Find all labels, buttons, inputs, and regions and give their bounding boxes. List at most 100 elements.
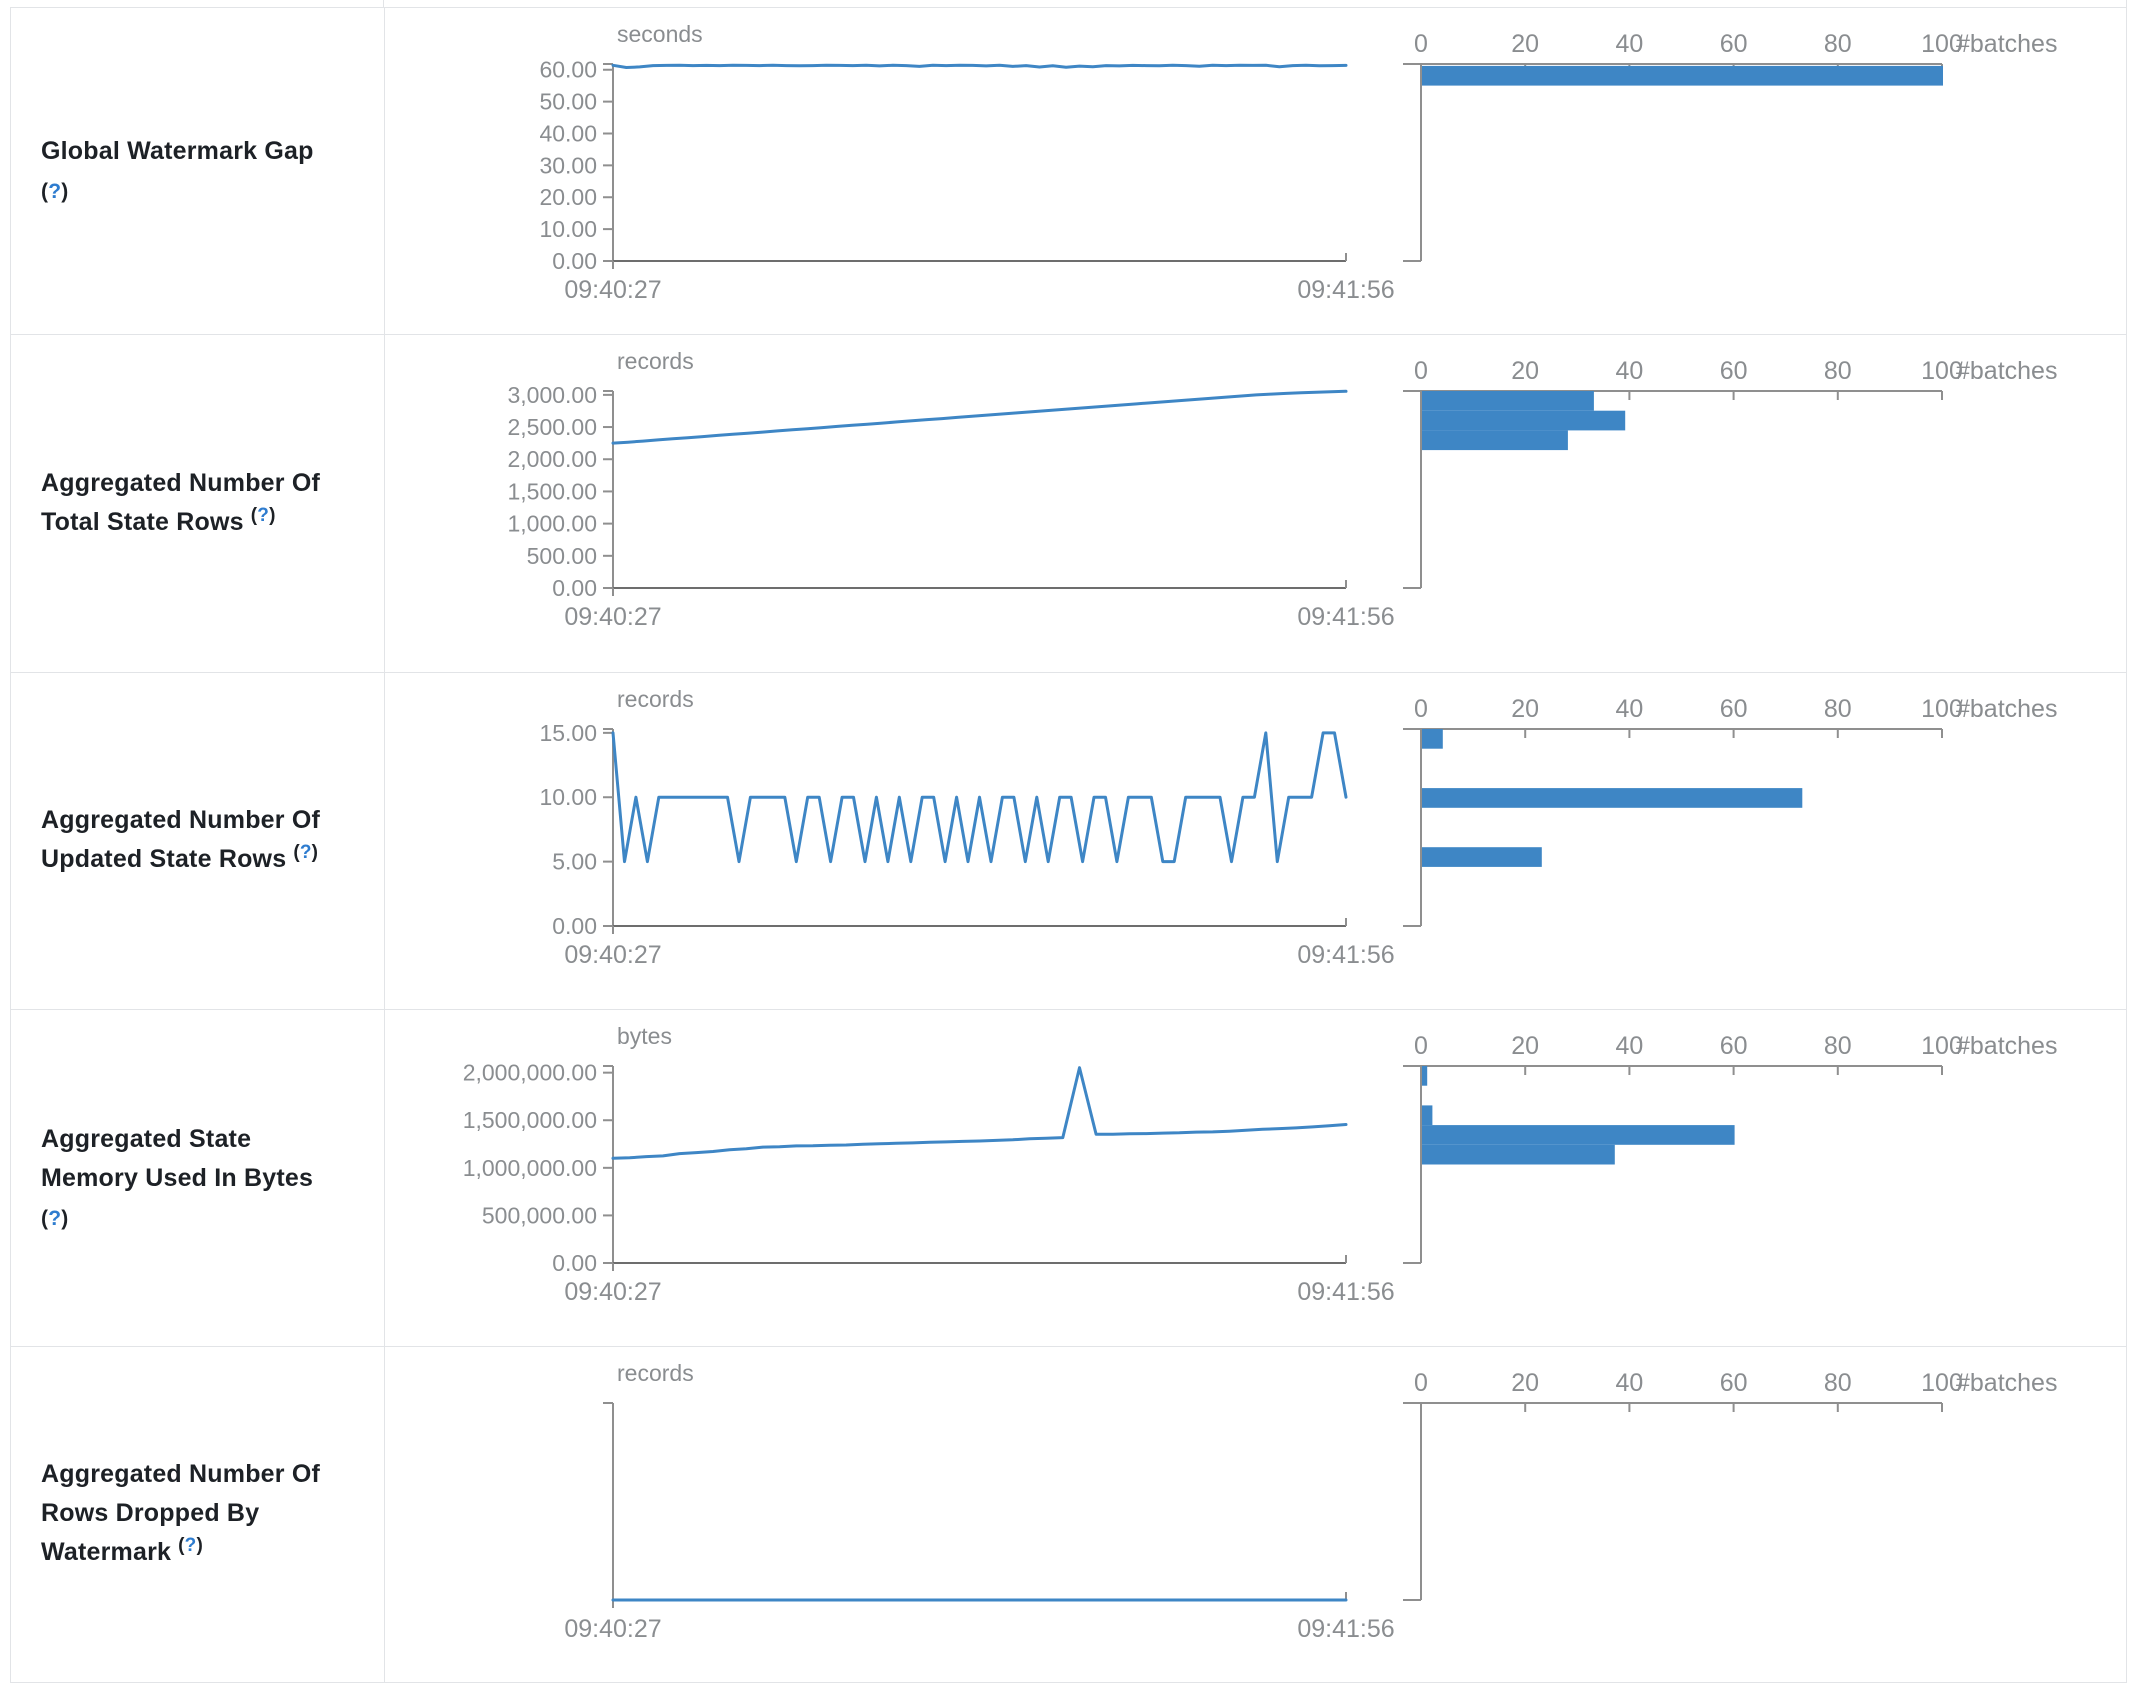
y-tick-label: 20.00 [539, 184, 597, 210]
metric-row-global-watermark-gap: Global Watermark Gap (?) seconds 0.00 10.00 2… [11, 8, 2126, 334]
help-glyph: ( [293, 842, 300, 863]
histogram-tick-label: 80 [1824, 357, 1852, 385]
y-tick-label: 50.00 [539, 89, 597, 115]
metric-title-line: Watermark (?) [41, 1533, 362, 1574]
metric-charts-svg: seconds 0.00 10.00 20.00 30.00 40.00 50.00 60.0… [539, 21, 2057, 304]
histogram-tick-label: 60 [1720, 357, 1748, 385]
x-end-label: 09:41:56 [1297, 276, 1394, 304]
unit-label: records [617, 686, 694, 712]
timeline-line [611, 389, 1348, 445]
y-tick-label: 500.00 [527, 543, 597, 569]
x-start-label: 09:40:27 [564, 276, 661, 304]
histogram-tick-label: 60 [1720, 1032, 1748, 1060]
metric-title-line: Total State Rows (?) [41, 503, 362, 544]
help-glyph: ? [257, 504, 270, 526]
histogram-axis-label: #batches [1956, 30, 2057, 58]
metric-title-line: Aggregated State [41, 1120, 362, 1159]
help-glyph: ? [299, 842, 312, 863]
metric-title-line: Rows Dropped By [41, 1494, 362, 1533]
help-glyph: ) [311, 842, 319, 863]
metric-row-aggregated-rows-dropped-by-watermark: Aggregated Number Of Rows Dropped By Water… [11, 1346, 2126, 1682]
histogram-tick-label: 100 [1921, 695, 1963, 723]
histogram-tick-label: 80 [1824, 1032, 1852, 1060]
help-link[interactable]: (?) [178, 1535, 203, 1556]
streaming-metrics-table: Global Watermark Gap (?) seconds 0.00 10.00 2… [10, 7, 2127, 1683]
metric-label-cell: Aggregated State Memory Used In Bytes (?) [11, 1010, 385, 1346]
timeline-line [611, 731, 1348, 864]
metric-title-line: Global Watermark Gap [41, 132, 362, 171]
timeline-line [611, 63, 1348, 69]
y-tick-label: 10.00 [539, 784, 597, 810]
metric-charts-svg: records 09:40:27 09:41:56 0 20 40 60 80 100#batc… [564, 1360, 2057, 1643]
histogram-tick-label: 100 [1921, 1032, 1963, 1060]
histogram-tick-label: 100 [1921, 357, 1963, 385]
histogram-tick-label: 80 [1824, 30, 1852, 58]
histogram-bar [1422, 847, 1542, 867]
histogram-tick-label: 60 [1720, 30, 1748, 58]
y-tick-label: 1,000.00 [507, 511, 597, 537]
help-link[interactable]: (?) [41, 1207, 68, 1230]
help-link[interactable]: (?) [293, 842, 318, 863]
histogram-tick-label: 20 [1511, 1032, 1539, 1060]
unit-label: bytes [617, 1023, 672, 1049]
metric-label-cell: Aggregated Number Of Total State Rows (?) [11, 335, 385, 672]
x-end-label: 09:41:56 [1297, 1615, 1394, 1643]
y-tick-label: 0.00 [552, 248, 597, 274]
histogram-tick-label: 0 [1414, 357, 1428, 385]
histogram-bar [1422, 391, 1594, 411]
histogram-axis-label: #batches [1956, 695, 2057, 723]
metric-charts-cell: records 0.00 5.00 10.00 15.00 09:40:27 09:41:5… [385, 673, 2127, 1009]
metric-row-aggregated-updated-state-rows: Aggregated Number Of Updated State Rows (?… [11, 672, 2126, 1009]
y-tick-label: 0.00 [552, 913, 597, 939]
histogram-bar [1422, 65, 1943, 86]
metric-row-aggregated-state-memory-used: Aggregated State Memory Used In Bytes (?) b… [11, 1009, 2126, 1346]
metric-title-text: Updated State Rows [41, 845, 287, 873]
metric-charts-svg: bytes 0.00 500,000.00 1,000,000.00 1,500,000… [463, 1023, 2058, 1306]
y-tick-label: 1,500,000.00 [463, 1107, 597, 1133]
histogram-bar [1422, 410, 1626, 431]
y-tick-label: 0.00 [552, 1250, 597, 1276]
top-sliver-column-divider [383, 0, 384, 7]
help-glyph: ? [48, 1206, 62, 1230]
metric-title-line: Updated State Rows (?) [41, 840, 362, 881]
help-glyph: ( [41, 1206, 49, 1230]
y-tick-label: 2,000.00 [507, 446, 597, 472]
histogram-tick-label: 0 [1414, 30, 1428, 58]
help-link[interactable]: (?) [41, 180, 68, 203]
y-tick-label: 15.00 [539, 720, 597, 746]
y-tick-label: 30.00 [539, 152, 597, 178]
metric-title-line: Aggregated Number Of [41, 464, 362, 503]
metric-title-text: Aggregated Number Of [41, 806, 321, 834]
x-start-label: 09:40:27 [564, 603, 661, 631]
y-tick-label: 40.00 [539, 120, 597, 146]
histogram-tick-label: 20 [1511, 1369, 1539, 1397]
help-glyph: ( [250, 504, 258, 526]
x-end-label: 09:41:56 [1297, 941, 1394, 969]
histogram-tick-label: 40 [1615, 30, 1643, 58]
metric-charts-cell: records 0.00 500.00 1,000.00 1,500.00 2,000.0… [385, 335, 2127, 672]
metric-charts-cell: bytes 0.00 500,000.00 1,000,000.00 1,500,000… [385, 1010, 2127, 1346]
histogram-bar [1422, 1105, 1433, 1126]
histogram-axis-label: #batches [1956, 357, 2057, 385]
metric-charts-cell: seconds 0.00 10.00 20.00 30.00 40.00 50.00 60.0… [385, 8, 2127, 334]
help-link[interactable]: (?) [251, 505, 276, 526]
y-tick-label: 60.00 [539, 57, 597, 83]
metric-title-text: Watermark [41, 1538, 172, 1566]
histogram-tick-label: 0 [1414, 695, 1428, 723]
metric-title-line: Aggregated Number Of [41, 801, 362, 840]
histogram-bar [1422, 1125, 1735, 1145]
metric-title-text: Memory Used In Bytes [41, 1163, 314, 1192]
x-start-label: 09:40:27 [564, 941, 661, 969]
metric-charts-svg: records 0.00 5.00 10.00 15.00 09:40:27 09:41:5… [539, 686, 2057, 969]
histogram-bar [1422, 1066, 1428, 1086]
histogram-tick-label: 0 [1414, 1369, 1428, 1397]
y-tick-label: 1,000,000.00 [463, 1155, 597, 1181]
metric-title-line: Aggregated Number Of [41, 1455, 362, 1494]
help-glyph: ) [61, 1206, 69, 1230]
y-tick-label: 10.00 [539, 216, 597, 242]
help-glyph: ) [269, 504, 276, 526]
help-glyph: ? [184, 1535, 197, 1556]
metric-label-cell: Aggregated Number Of Rows Dropped By Water… [11, 1347, 385, 1682]
histogram-tick-label: 40 [1615, 695, 1643, 723]
